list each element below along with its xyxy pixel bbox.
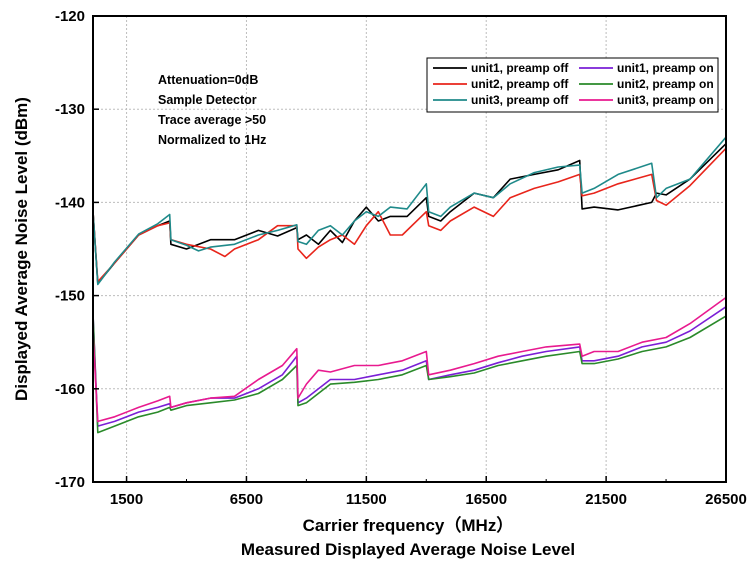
legend-label: unit2, preamp off — [471, 77, 569, 91]
series-lines — [92, 136, 727, 434]
y-axis-title: Displayed Average Noise Level (dBm) — [12, 97, 31, 401]
annotation-normalization: Normalized to 1Hz — [158, 133, 266, 147]
axis-ticks: 1500 6500 11500 16500 21500 26500 -120 -130 -140… — [55, 8, 747, 508]
y-tick-label: -160 — [55, 381, 85, 398]
y-tick-label: -150 — [55, 288, 85, 305]
x-tick-label: 11500 — [346, 491, 387, 508]
x-axis-title: Carrier frequency（MHz） — [303, 515, 514, 535]
legend-label: unit3, preamp on — [617, 93, 714, 107]
legend-label: unit2, preamp on — [617, 77, 714, 91]
series-line-3 — [92, 136, 727, 286]
annotation-block: Attenuation=0dB Sample Detector Trace av… — [158, 73, 266, 147]
series-line-4 — [92, 306, 727, 427]
annotation-detector: Sample Detector — [158, 93, 257, 107]
x-tick-label: 26500 — [705, 491, 747, 508]
y-tick-label: -120 — [55, 8, 85, 25]
annotation-trace-average: Trace average >50 — [158, 113, 266, 127]
legend: unit1, preamp off unit2, preamp off unit3,… — [426, 57, 719, 113]
x-tick-label: 1500 — [110, 491, 143, 508]
y-tick-label: -170 — [55, 474, 85, 491]
legend-label: unit1, preamp on — [617, 61, 714, 75]
x-tick-label: 16500 — [465, 491, 507, 508]
legend-box — [426, 57, 719, 113]
annotation-attenuation: Attenuation=0dB — [158, 73, 258, 87]
series-line-5 — [92, 314, 727, 434]
chart-caption: Measured Displayed Average Noise Level — [241, 540, 575, 559]
y-tick-label: -140 — [55, 194, 85, 211]
series-line-1 — [92, 143, 727, 285]
x-tick-label: 21500 — [585, 491, 627, 508]
legend-label: unit1, preamp off — [471, 61, 569, 75]
series-line-6 — [92, 296, 727, 423]
plot-frame — [92, 15, 727, 483]
y-tick-label: -130 — [55, 101, 85, 118]
legend-label: unit3, preamp off — [471, 93, 569, 107]
x-tick-label: 6500 — [230, 491, 263, 508]
